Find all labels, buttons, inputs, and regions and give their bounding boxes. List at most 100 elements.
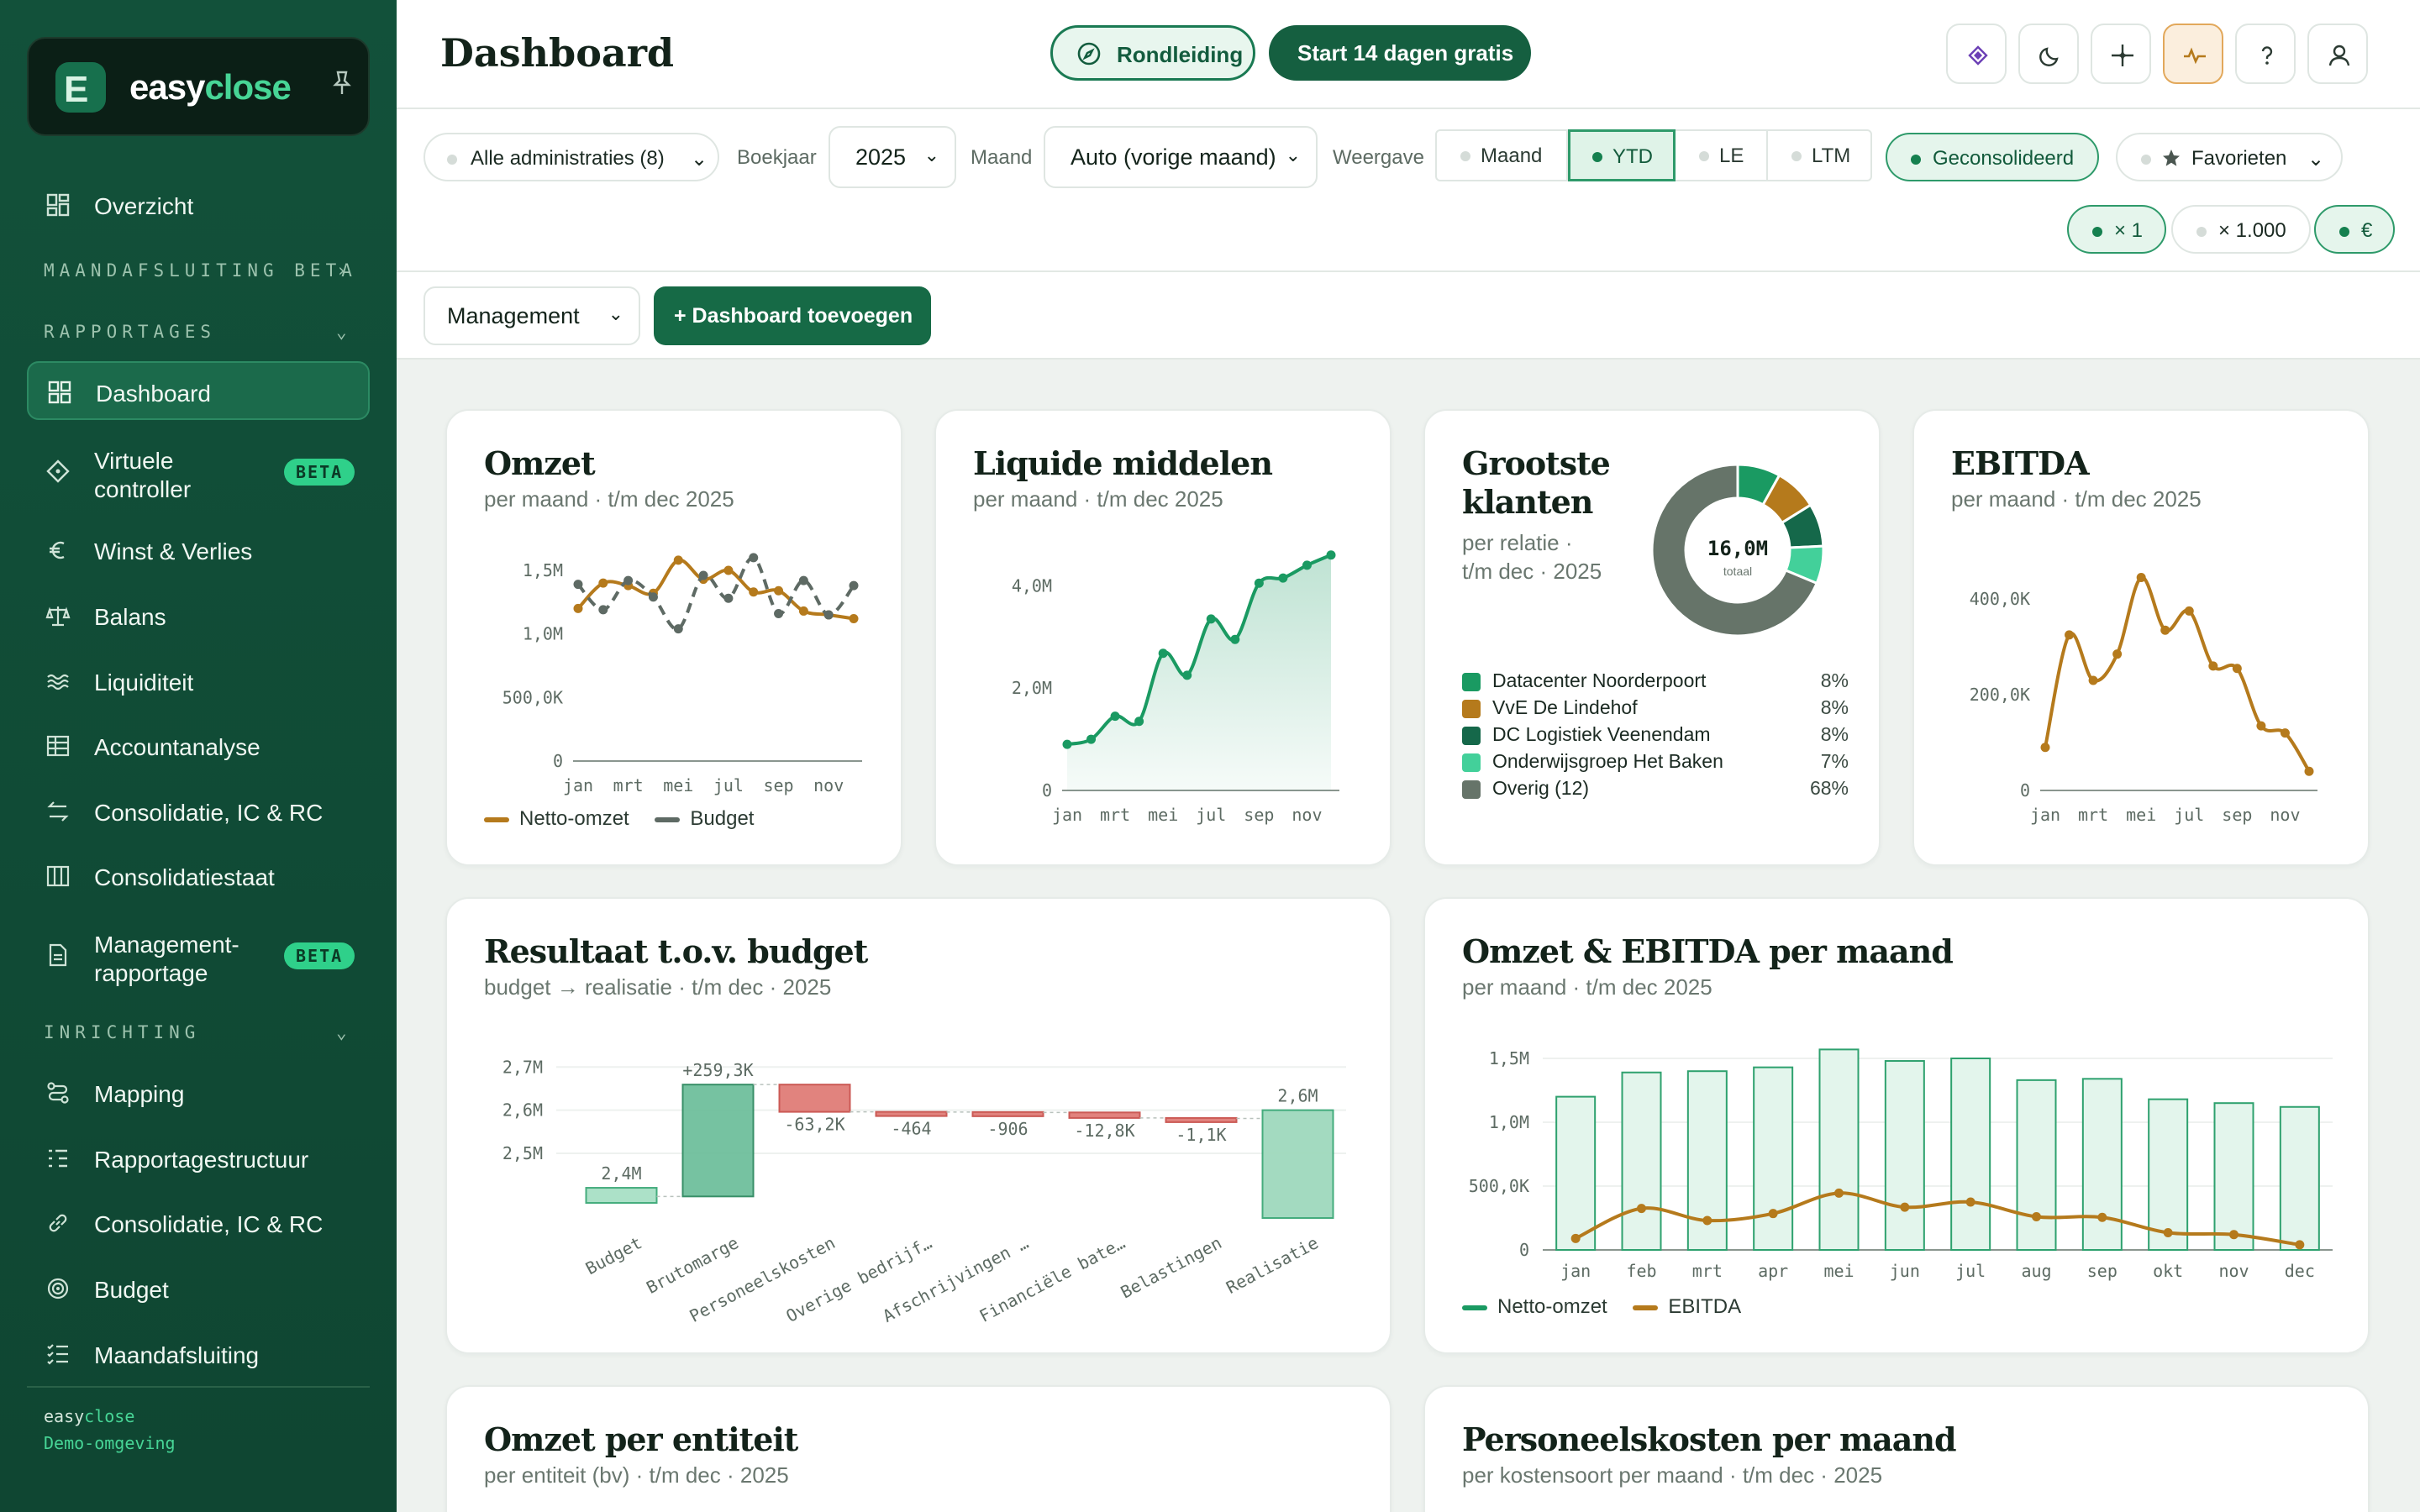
weergave-le[interactable]: LE — [1676, 131, 1768, 180]
geconsolideerd-toggle[interactable]: Geconsolideerd — [1886, 133, 2099, 181]
data-point — [2304, 766, 2314, 776]
x-tick-label: dec — [2285, 1261, 2315, 1281]
pin-icon[interactable] — [331, 71, 353, 102]
data-point — [1182, 670, 1192, 680]
weergave-ltm[interactable]: LTM — [1768, 131, 1870, 180]
data-point — [1134, 717, 1144, 727]
data-point — [2184, 606, 2194, 616]
data-point — [1278, 573, 1288, 583]
scale-x1000-toggle[interactable]: × 1.000 — [2171, 205, 2311, 254]
currency-toggle[interactable]: € — [2314, 205, 2395, 254]
card-title: Resultaat t.o.v. budget — [484, 932, 868, 970]
brand-block[interactable]: E easyclose — [27, 37, 370, 136]
y-tick-label: 1,0M — [523, 624, 563, 644]
data-label: -464 — [891, 1119, 931, 1139]
data-label: -12,8K — [1074, 1121, 1134, 1141]
sidebar-item-liquiditeit[interactable]: Liquiditeit — [27, 652, 370, 711]
data-point — [849, 614, 859, 624]
data-point — [2229, 1230, 2238, 1240]
sidebar-item-consolidatie-inrichting[interactable]: Consolidatie, IC & RC — [27, 1194, 370, 1252]
tour-button[interactable]: Rondleiding — [1050, 25, 1255, 81]
data-point — [698, 570, 708, 580]
card-title: Omzet per entiteit — [484, 1420, 798, 1458]
sidebar-item-label: Management-rapportage — [94, 932, 239, 986]
x-tick-label: okt — [2153, 1261, 2183, 1281]
sidebar-item-label: Liquiditeit — [94, 669, 194, 696]
grootste-klanten-card: Grootste klanten per relatie · t/m dec · 2… — [1423, 409, 1881, 866]
weergave-maand[interactable]: Maand — [1437, 131, 1568, 180]
sidebar-item-label: Balans — [94, 604, 166, 630]
waterfall-bar — [585, 1187, 658, 1205]
data-point — [1254, 578, 1264, 588]
legend-swatch — [1462, 727, 1481, 745]
boekjaar-label: Boekjaar — [737, 146, 817, 169]
sidebar-item-managementrapportage[interactable]: Management-rapportage BETA — [27, 926, 370, 986]
x-tick-label: nov — [813, 775, 844, 795]
sidebar-item-overzicht[interactable]: Overzicht — [27, 176, 370, 234]
account-button[interactable] — [2307, 24, 2368, 84]
sparkle-button[interactable] — [2091, 24, 2151, 84]
waterfall-bar — [971, 1110, 1044, 1117]
data-point — [2097, 1212, 2107, 1222]
footer-environment: Demo-omgeving — [44, 1433, 176, 1453]
card-title: Omzet — [484, 444, 596, 482]
sidebar-item-dashboard[interactable]: Dashboard — [27, 361, 370, 420]
start-trial-button[interactable]: Start 14 dagen gratis — [1269, 25, 1531, 81]
data-point — [2040, 743, 2050, 753]
sidebar-item-consolidatie[interactable]: Consolidatie, IC & RC — [27, 782, 370, 841]
activity-button[interactable] — [2163, 24, 2223, 84]
resultaat-budget-card: Resultaat t.o.v. budget budget → realisa… — [445, 897, 1392, 1354]
sidebar-item-label: Consolidatie, IC & RC — [94, 800, 324, 826]
favorieten-dropdown[interactable]: Favorieten ⌄ — [2116, 133, 2343, 181]
waterfall-bar — [1165, 1116, 1238, 1123]
sidebar-item-accountanalyse[interactable]: Accountanalyse — [27, 717, 370, 775]
sidebar-item-winst-verlies[interactable]: Winst & Verlies — [27, 521, 370, 580]
sidebar-item-mapping[interactable]: Mapping — [27, 1063, 370, 1122]
klant-percent: 8% — [1820, 723, 1849, 745]
sidebar: E easyclose Overzicht MAANDAFSLUITING BE… — [0, 0, 397, 1512]
data-point — [2256, 721, 2266, 731]
sidebar-item-balans[interactable]: Balans — [27, 586, 370, 645]
add-dashboard-button[interactable]: + Dashboard toevoegen — [654, 286, 931, 345]
sidebar-item-consolidatiestaat[interactable]: Consolidatiestaat — [27, 847, 370, 906]
omzet-entiteit-card: Omzet per entiteit per entiteit (bv) · t… — [445, 1385, 1392, 1512]
maand-select[interactable]: Auto (vorige maand) ⌄ — [1044, 126, 1318, 188]
scale-icon — [45, 606, 71, 627]
klant-name: Datacenter Noorderpoort — [1492, 669, 1707, 691]
data-point — [823, 610, 834, 620]
x-tick-label: apr — [1758, 1261, 1788, 1281]
x-tick-label: jul — [1955, 1261, 1986, 1281]
sidebar-item-label: Accountanalyse — [94, 734, 260, 760]
help-button[interactable] — [2235, 24, 2296, 84]
dashboard-select[interactable]: Management ⌄ — [424, 286, 640, 345]
klant-name: DC Logistiek Veenendam — [1492, 723, 1711, 745]
data-point — [1768, 1209, 1778, 1219]
section-maandafsluiting[interactable]: MAANDAFSLUITING BETA › — [44, 260, 357, 281]
weergave-ytd[interactable]: YTD — [1568, 129, 1676, 181]
bar — [1621, 1071, 1662, 1251]
grid-icon — [46, 193, 70, 217]
sidebar-item-maandafsluiting[interactable]: Maandafsluiting — [27, 1325, 370, 1383]
resultaat-waterfall-chart: 2,5M2,6M2,7M2,4MBudget+259,3KBrutomarge-… — [502, 1057, 1346, 1326]
diamond-sparkle-button[interactable] — [1946, 24, 2007, 84]
dark-mode-button[interactable] — [2018, 24, 2079, 84]
administraties-filter[interactable]: Alle administraties (8) ⌄ — [424, 133, 719, 181]
y-tick-label: 0 — [2020, 780, 2030, 801]
data-point — [774, 608, 784, 618]
y-tick-label: 2,6M — [502, 1100, 543, 1121]
waves-icon — [47, 674, 69, 690]
klant-name: Onderwijsgroep Het Baken — [1492, 750, 1723, 772]
section-rapportages[interactable]: RAPPORTAGES ⌄ — [44, 322, 347, 342]
legend-swatch — [1462, 753, 1481, 772]
section-inrichting[interactable]: INRICHTING ⌄ — [44, 1022, 347, 1042]
checklist-icon — [47, 1344, 68, 1365]
legend-swatch — [655, 816, 681, 822]
sidebar-item-budget[interactable]: Budget — [27, 1259, 370, 1318]
sidebar-item-rapportagestructuur[interactable]: Rapportagestructuur — [27, 1129, 370, 1188]
boekjaar-select[interactable]: 2025 ⌄ — [829, 126, 956, 188]
sidebar-item-label: Maandafsluiting — [94, 1342, 260, 1368]
sidebar-item-label: Rapportagestructuur — [94, 1147, 309, 1173]
sidebar-item-virtuele-controller[interactable]: Virtuele controller BETA — [27, 442, 370, 502]
scale-x1-toggle[interactable]: × 1 — [2067, 205, 2166, 254]
bar — [1555, 1095, 1597, 1251]
